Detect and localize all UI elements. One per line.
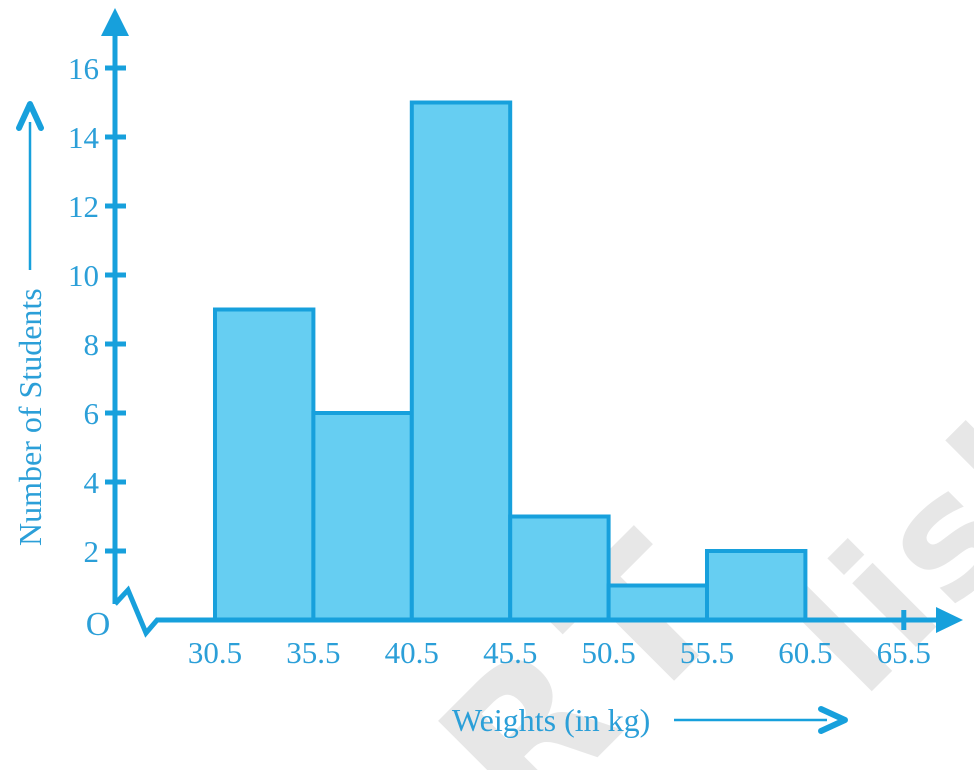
y-tick-label: 10 (68, 258, 99, 293)
histogram-bar (606, 583, 709, 622)
x-axis-label-group: Weights (in kg) (452, 698, 852, 742)
histogram-bar (705, 549, 808, 622)
y-tick-label: 12 (68, 189, 99, 224)
x-tick-label: 60.5 (778, 635, 832, 670)
histogram-bar (409, 100, 513, 622)
y-axis-arrowhead-icon (101, 8, 129, 36)
x-tick-label: 55.5 (680, 635, 734, 670)
x-axis-title: Weights (in kg) (452, 701, 651, 738)
axis-break-zigzag (113, 585, 160, 638)
x-tick-label: 40.5 (385, 635, 439, 670)
y-axis-label-arrow-icon (16, 101, 44, 271)
histogram-bar (508, 514, 611, 622)
y-tick-label: 16 (68, 51, 99, 86)
y-axis-label-group: Number of Students (7, 36, 53, 546)
y-tick-label: 8 (84, 327, 100, 362)
histogram-bar (311, 411, 414, 622)
x-axis-label-arrow-icon (674, 706, 849, 734)
x-tick-label: 50.5 (581, 635, 635, 670)
x-axis-arrowhead-icon (936, 607, 963, 633)
x-tick-label: 30.5 (188, 635, 242, 670)
y-tick-label: 14 (68, 120, 100, 155)
histogram-bar (213, 307, 316, 622)
origin-label: O (85, 606, 111, 643)
y-tick-label: 6 (84, 396, 100, 431)
y-axis-title: Number of Students (11, 288, 48, 546)
x-tick-label: 65.5 (877, 635, 931, 670)
x-tick-label: 35.5 (286, 635, 340, 670)
x-tick-label: 45.5 (483, 635, 537, 670)
y-tick-label: 4 (84, 465, 100, 500)
y-tick-label: 2 (84, 534, 100, 569)
